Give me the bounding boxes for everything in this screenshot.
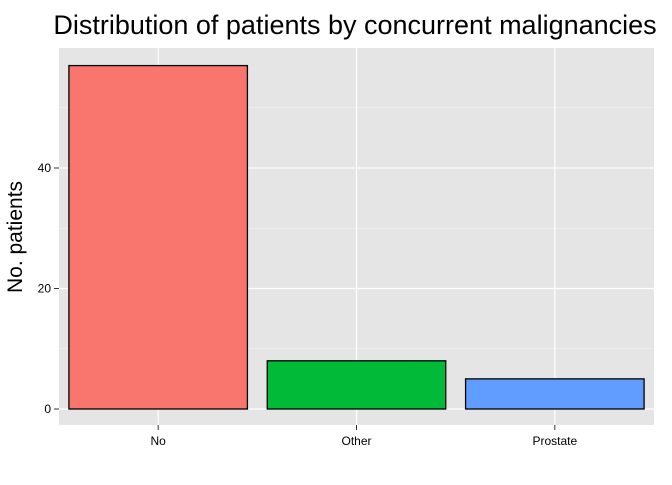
y-tick-label: 20	[38, 282, 52, 296]
y-tick-label: 40	[38, 161, 52, 175]
bars	[68, 64, 645, 410]
y-axis-label: No. patients	[4, 181, 27, 293]
bar-prostate	[464, 378, 645, 410]
x-tick-label: Prostate	[532, 434, 577, 448]
x-tick-label: Other	[341, 434, 371, 448]
bar-other	[266, 360, 447, 410]
chart-title: Distribution of patients by concurrent m…	[53, 10, 656, 40]
x-tick-label: No	[150, 434, 166, 448]
bar-no	[68, 64, 249, 410]
y-tick-label: 0	[44, 402, 51, 416]
x-axis: No Other Prostate	[150, 425, 577, 448]
y-axis: 0 20 40	[38, 161, 59, 416]
